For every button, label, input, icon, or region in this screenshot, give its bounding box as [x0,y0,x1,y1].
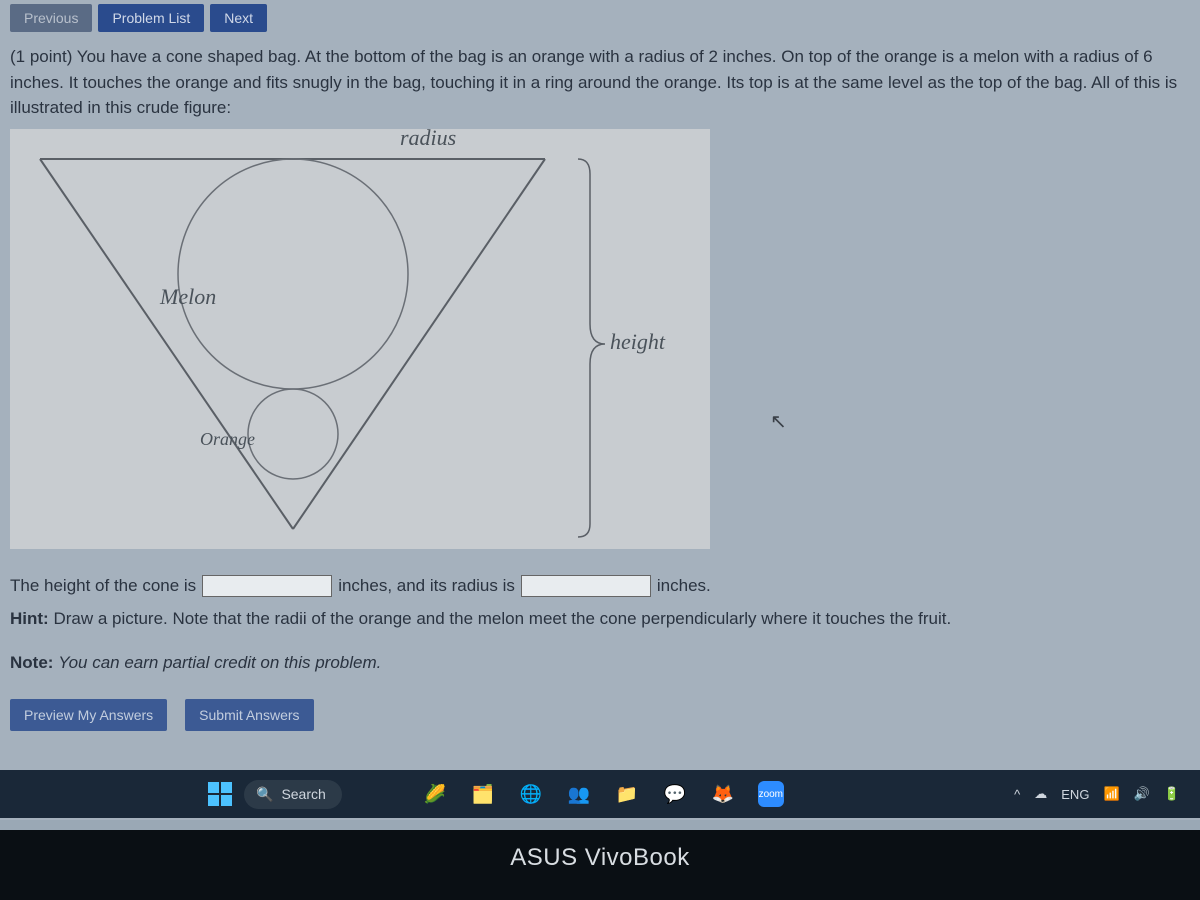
answer-text-1: The height of the cone is [10,569,196,603]
search-icon: 🔍 [256,786,273,803]
hint-text: Draw a picture. Note that the radii of t… [53,609,951,628]
laptop-brand-label: ASUS VivoBook [0,830,1200,900]
start-icon[interactable] [208,782,232,806]
teams-icon[interactable]: 👥 [566,781,592,807]
answer-line: The height of the cone is inches, and it… [10,569,1190,603]
label-orange: Orange [200,429,255,450]
cursor-icon: ↖ [770,409,787,434]
label-radius: radius [400,125,456,151]
previous-button[interactable]: Previous [10,4,92,32]
page-content: Previous Problem List Next (1 point) You… [0,0,1200,820]
hint-label: Hint: [10,609,49,628]
note-label: Note: [10,653,53,672]
explorer-icon[interactable]: 📁 [614,781,640,807]
search-label: Search [281,786,325,802]
tray-cloud-icon[interactable]: ☁ [1034,786,1047,802]
action-buttons: Preview My Answers Submit Answers [10,699,1190,731]
taskbar-pinned: 🌽 🗂️ 🌐 👥 📁 💬 🦊 zoom [422,781,784,807]
whatsapp-icon[interactable]: 💬 [662,781,688,807]
app-icon-2[interactable]: 🗂️ [470,781,496,807]
next-button[interactable]: Next [210,4,267,32]
problem-list-button[interactable]: Problem List [98,4,204,32]
problem-body: You have a cone shaped bag. At the botto… [10,47,1177,117]
note-line: Note: You can earn partial credit on thi… [10,653,1190,673]
battery-icon[interactable]: 🔋 [1164,786,1180,802]
nav-button-row: Previous Problem List Next [10,0,1190,44]
submit-answers-button[interactable]: Submit Answers [185,699,313,731]
label-height: height [610,329,665,355]
zoom-icon[interactable]: zoom [758,781,784,807]
edge-icon[interactable]: 🌐 [518,781,544,807]
windows-taskbar: 🔍 Search 🌽 🗂️ 🌐 👥 📁 💬 🦊 zoom ^ ☁ ENG 📶 🔊… [0,770,1200,818]
answer-text-2: inches, and its radius is [338,569,515,603]
hint-line: Hint: Draw a picture. Note that the radi… [10,609,1190,629]
figure-svg [10,129,710,549]
preview-answers-button[interactable]: Preview My Answers [10,699,167,731]
answer-text-3: inches. [657,569,711,603]
points-label: (1 point) [10,47,72,66]
language-indicator[interactable]: ENG [1061,787,1089,802]
note-text: You can earn partial credit on this prob… [58,653,381,672]
height-input[interactable] [202,575,332,597]
label-melon: Melon [160,284,216,310]
firefox-icon[interactable]: 🦊 [710,781,736,807]
app-icon-1[interactable]: 🌽 [422,781,448,807]
taskbar-search[interactable]: 🔍 Search [244,780,342,809]
problem-statement: (1 point) You have a cone shaped bag. At… [10,44,1190,121]
radius-input[interactable] [521,575,651,597]
tray-chevron-icon[interactable]: ^ [1014,787,1020,802]
figure: radius Melon Orange height ↖ [10,129,710,549]
system-tray: ^ ☁ ENG 📶 🔊 🔋 [1014,786,1192,802]
wifi-icon[interactable]: 📶 [1103,786,1119,802]
volume-icon[interactable]: 🔊 [1134,786,1150,802]
